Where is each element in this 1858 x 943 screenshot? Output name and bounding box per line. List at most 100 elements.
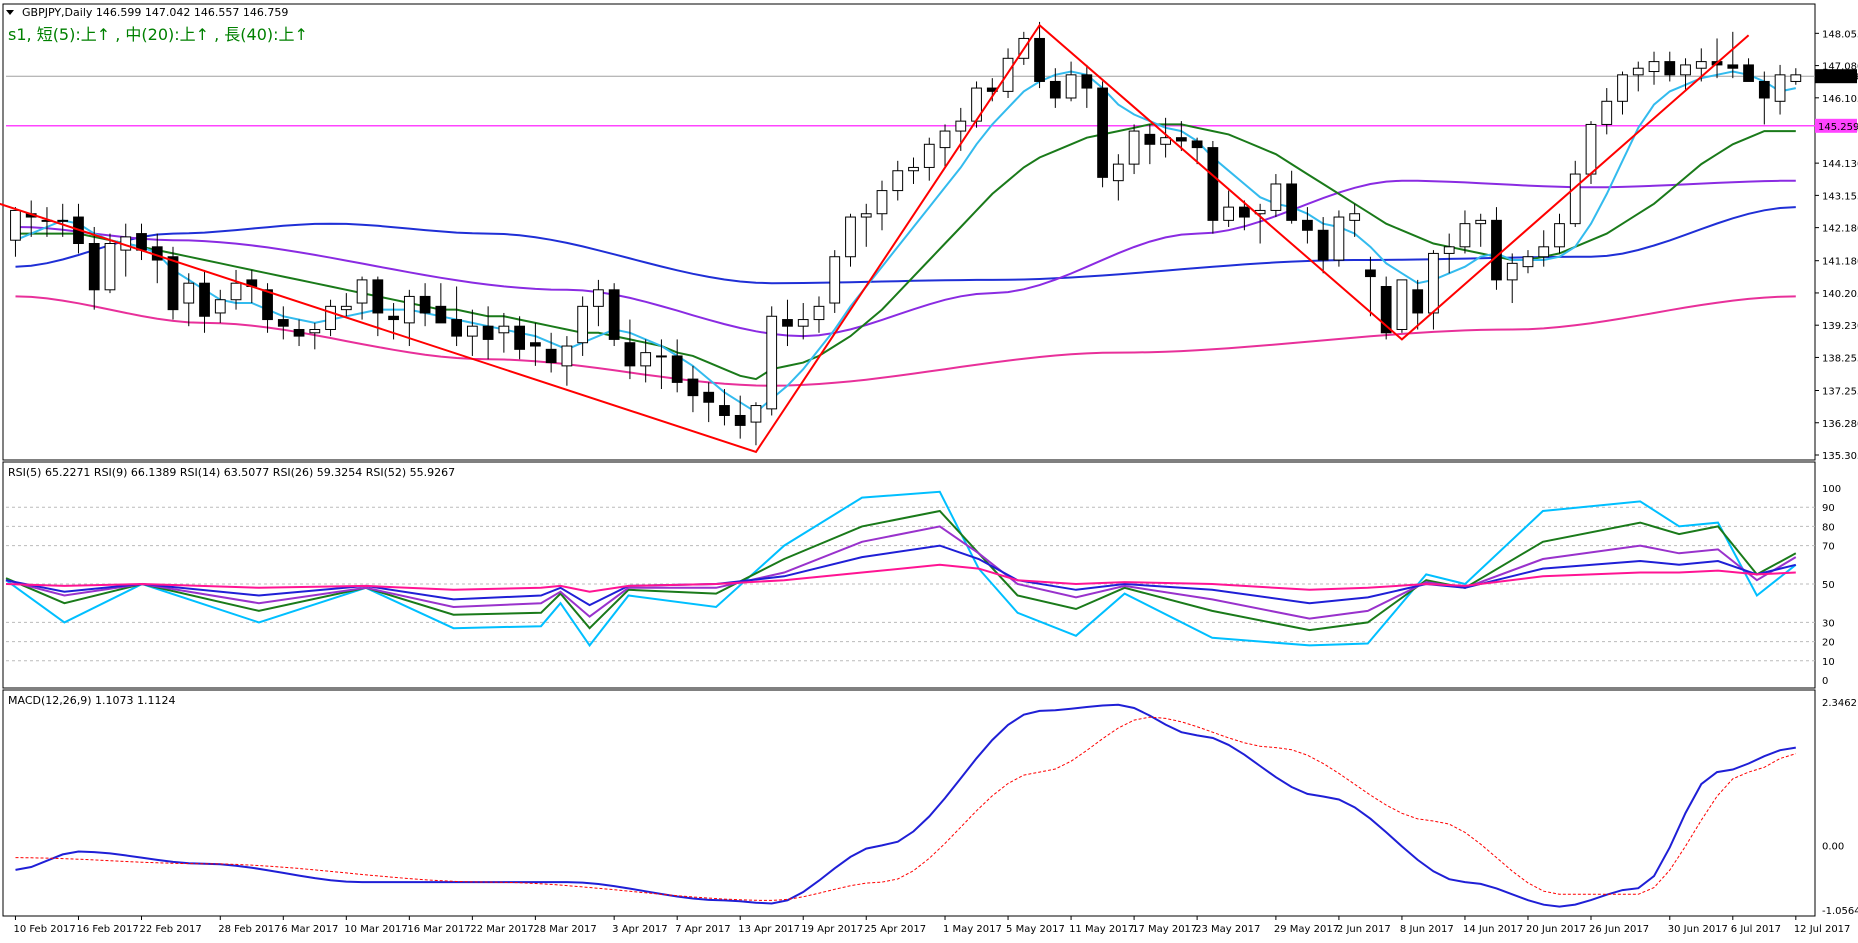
date-tick-label: 25 Apr 2017 [864, 924, 926, 935]
candle-body [1475, 219, 1487, 225]
macd-tick-label: 2.3462 [1822, 698, 1857, 709]
rsi-line-3 [5, 544, 1797, 607]
candle-body [293, 328, 305, 337]
candle-body [1238, 206, 1250, 218]
date-tick-label: 22 Mar 2017 [470, 924, 533, 935]
candle-body [923, 143, 935, 168]
candle-body [1680, 64, 1691, 76]
macd-panel-frame [2, 689, 1816, 917]
rsi-tick-label: 90 [1822, 503, 1835, 514]
macd-signal-line [15, 716, 1796, 901]
candle-body [813, 305, 825, 321]
macd-plot [15, 703, 1796, 908]
candle-body [10, 209, 21, 241]
candle-body [1396, 279, 1408, 330]
date-tick-label: 10 Feb 2017 [13, 924, 75, 935]
date-tick-label: 7 Apr 2017 [675, 924, 730, 935]
rsi-tick-label: 80 [1822, 522, 1835, 533]
candle-body [1727, 64, 1739, 69]
zigzag-trendline [0, 23, 1750, 454]
candle-body [1585, 123, 1597, 175]
price-tick-label: 146.105 [1822, 94, 1858, 105]
candle-body [782, 319, 793, 327]
date-tick-label: 2 Jun 2017 [1337, 924, 1391, 935]
macd-main-line [15, 703, 1796, 908]
candle-body [845, 216, 856, 258]
candle-body [577, 305, 589, 344]
candle-body [1333, 216, 1345, 261]
candle-body [372, 279, 384, 314]
candle-body [1491, 219, 1502, 281]
candle-body [1617, 74, 1628, 102]
candle-body [1097, 87, 1108, 178]
candle-body [1365, 269, 1376, 278]
date-tick-label: 6 Jul 2017 [1731, 924, 1781, 935]
candle-body [388, 315, 399, 321]
rsi-label: RSI(5) 65.2271 RSI(9) 66.1389 RSI(14) 63… [8, 466, 455, 479]
candle-body [1632, 67, 1644, 76]
candle-body [214, 299, 226, 314]
candle-body [1302, 219, 1313, 231]
macd-tick-label: -1.0564 [1822, 906, 1858, 917]
date-tick-label: 5 May 2017 [1006, 924, 1065, 935]
candle-body [939, 130, 951, 149]
price-tick-label: 147.080 [1822, 62, 1858, 73]
candle-body [734, 414, 746, 426]
candle-body [183, 282, 195, 304]
candle-body [1459, 223, 1471, 248]
price-tick-label: 140.205 [1822, 289, 1858, 300]
candle-body [1049, 80, 1061, 99]
candle-body [1317, 229, 1329, 261]
candle-body [908, 166, 919, 172]
price-plot [0, 21, 1815, 454]
candle-body [797, 319, 809, 327]
date-tick-label: 1 May 2017 [943, 924, 1002, 935]
rsi-tick-label: 20 [1822, 638, 1835, 649]
date-tick-label: 19 Apr 2017 [801, 924, 863, 935]
candle-body [104, 243, 116, 291]
candle-body [1191, 140, 1203, 149]
candle-body [593, 289, 604, 307]
candle-body [1428, 252, 1439, 314]
candle-body [1664, 61, 1676, 76]
candle-body [435, 305, 447, 324]
rsi-tick-label: 50 [1822, 580, 1835, 591]
date-tick-label: 28 Feb 2017 [218, 924, 280, 935]
candle-body [419, 295, 431, 314]
hline-price-label: 145.259 [1818, 122, 1858, 133]
candle-body [719, 405, 730, 416]
candle-body [1128, 130, 1140, 165]
price-tick-label: 144.130 [1822, 159, 1858, 170]
candle-body [750, 405, 762, 423]
candle-body [624, 342, 636, 367]
candle-body [545, 348, 557, 364]
date-tick-label: 20 Jun 2017 [1526, 924, 1586, 935]
candle-body [1002, 57, 1014, 92]
rsi-line-4 [5, 563, 1796, 593]
date-tick-label: 26 Jun 2017 [1589, 924, 1649, 935]
ma-pink-line [15, 295, 1796, 387]
candle-body [829, 256, 841, 304]
date-tick-label: 28 Mar 2017 [533, 924, 596, 935]
candle-body [136, 233, 147, 251]
date-axis: 10 Feb 2017 16 Feb 2017 22 Feb 2017 28 Feb … [13, 916, 1850, 935]
candle-body [1380, 285, 1392, 334]
candle-body [1695, 61, 1707, 69]
candle-body [1034, 37, 1045, 82]
date-tick-label: 6 Mar 2017 [281, 924, 338, 935]
candle-body [703, 391, 715, 403]
date-tick-label: 3 Apr 2017 [612, 924, 667, 935]
date-tick-label: 12 Jul 2017 [1794, 924, 1851, 935]
candle-body [451, 319, 462, 337]
current-price-label: 146.759 [1818, 72, 1858, 83]
rsi-plot [5, 490, 1815, 662]
candle-body [340, 305, 352, 311]
candle-body [892, 170, 904, 192]
ma-long-line [15, 179, 1796, 338]
trend-status-line: s1, 短(5):上↑ , 中(20):上↑ , 長(40):上↑ [8, 25, 308, 44]
candle-body [1144, 133, 1156, 145]
candle-body [1207, 147, 1219, 221]
hline-price-badge [1815, 118, 1857, 133]
dropdown-triangle-icon[interactable] [6, 10, 14, 15]
